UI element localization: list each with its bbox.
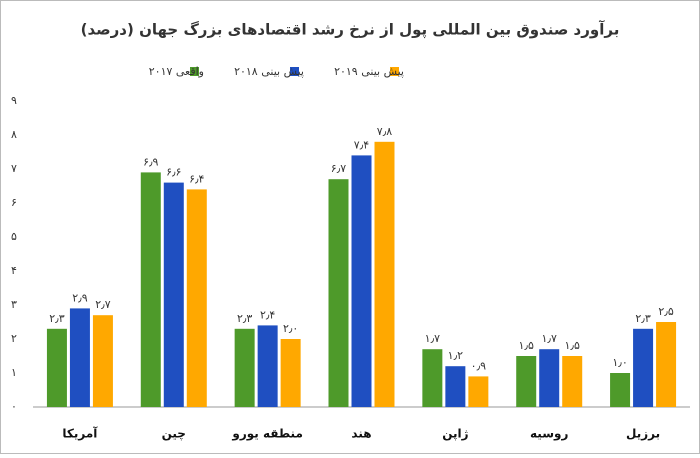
- value-label: ۱٫۲: [448, 349, 463, 362]
- x-tick-label: ژاپن: [442, 427, 468, 441]
- bar: [234, 328, 255, 407]
- bar: [656, 322, 677, 407]
- bar: [92, 315, 113, 407]
- bar: [562, 356, 583, 407]
- x-tick-label: منطقه یورو: [231, 427, 303, 442]
- value-label: ۶٫۷: [331, 162, 346, 175]
- value-label: ۲٫۳: [49, 312, 64, 325]
- bar: [46, 328, 67, 407]
- bar: [280, 339, 301, 407]
- legend-label: واقعی ۲۰۱۷: [149, 65, 204, 78]
- bar: [633, 328, 654, 407]
- legend-label: پیش بینی ۲۰۱۸: [234, 65, 304, 78]
- y-tick-label: ۶: [11, 196, 17, 209]
- bar: [445, 366, 466, 407]
- legend-swatch: [290, 67, 299, 76]
- bar: [351, 155, 372, 407]
- bar: [69, 308, 90, 407]
- legend-swatch: [390, 67, 399, 76]
- bar: [186, 189, 207, 407]
- legend-label: پیش بینی ۲۰۱۹: [334, 65, 404, 78]
- y-tick-label: ۵: [11, 230, 17, 243]
- value-label: ۲٫۴: [260, 308, 275, 321]
- value-label: ۰٫۹: [471, 359, 486, 372]
- value-label: ۱٫۵: [565, 339, 580, 352]
- bar: [328, 179, 349, 407]
- y-tick-label: ۲: [11, 332, 17, 345]
- y-tick-label: ۰: [11, 400, 17, 413]
- bar: [539, 349, 560, 407]
- bar: [163, 182, 184, 407]
- y-tick-label: ۳: [11, 298, 17, 311]
- value-label: ۱٫۷: [542, 332, 557, 345]
- value-label: ۶٫۹: [143, 155, 158, 168]
- x-tick-label: برزیل: [626, 427, 660, 441]
- y-tick-label: ۱: [11, 366, 17, 379]
- x-tick-label: چین: [162, 427, 186, 441]
- x-tick-label: روسیه: [530, 427, 568, 442]
- value-label: ۱٫۵: [519, 339, 534, 352]
- y-tick-label: ۸: [11, 128, 17, 141]
- value-label: ۲٫۵: [658, 305, 673, 318]
- y-tick-label: ۹: [11, 94, 17, 107]
- value-label: ۲٫۳: [237, 312, 252, 325]
- bar: [610, 373, 631, 407]
- chart-title: برآورد صندوق بین المللی پول از نرخ رشد ا…: [81, 21, 620, 40]
- value-label: ۱٫۷: [425, 332, 440, 345]
- x-tick-label: هند: [351, 427, 371, 441]
- bar: [516, 356, 537, 407]
- bar: [468, 376, 489, 407]
- value-label: ۲٫۳: [635, 312, 650, 325]
- x-tick-label: آمریکا: [62, 426, 98, 441]
- value-label: ۷٫۸: [377, 125, 392, 138]
- y-tick-label: ۴: [11, 264, 17, 277]
- legend-swatch: [190, 67, 199, 76]
- value-label: ۲٫۰: [283, 322, 298, 335]
- value-label: ۶٫۶: [166, 166, 181, 179]
- value-label: ۲٫۹: [72, 291, 87, 304]
- value-label: ۲٫۷: [95, 298, 110, 311]
- value-label: ۱٫۰: [612, 356, 627, 369]
- value-label: ۶٫۴: [189, 172, 204, 185]
- value-label: ۷٫۴: [354, 138, 369, 151]
- bar: [140, 172, 161, 407]
- bar: [422, 349, 443, 407]
- y-tick-label: ۷: [11, 162, 17, 175]
- bar: [374, 141, 395, 408]
- bar: [257, 325, 278, 407]
